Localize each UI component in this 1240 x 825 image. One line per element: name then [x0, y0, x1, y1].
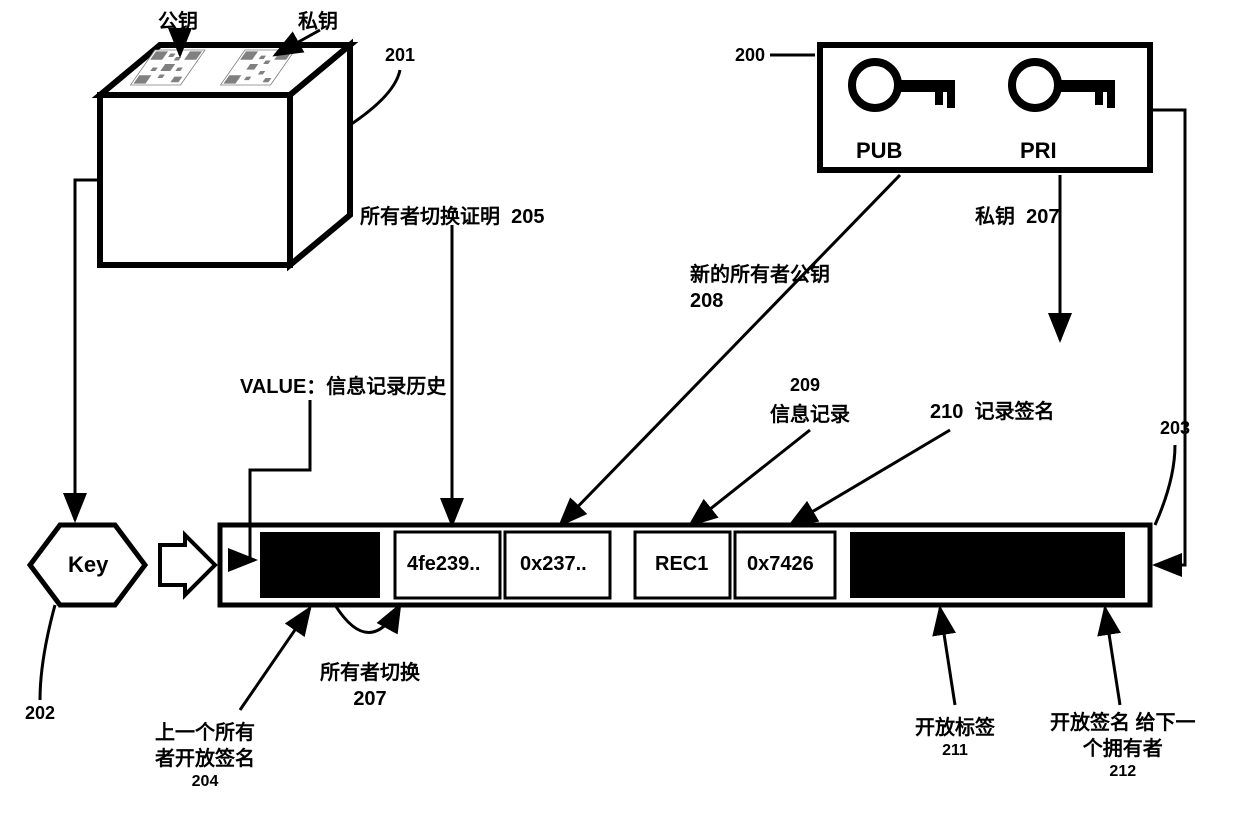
ref-202: 202 — [25, 703, 55, 724]
label-pubkey: 公钥 — [158, 5, 198, 34]
ref-209: 209 — [790, 375, 820, 396]
cube-201 — [100, 45, 350, 265]
chevron-arrow — [160, 535, 215, 595]
label-open-tag: 开放标签 211 — [915, 715, 995, 762]
label-value: VALUE：信息记录历史 — [240, 370, 446, 399]
pri-text: PRI — [1020, 138, 1057, 164]
label-info-record: 信息记录 — [770, 398, 850, 427]
label-private-key-207: 私钥 207 — [975, 200, 1060, 229]
key-text: Key — [68, 552, 108, 578]
cell-0x237: 0x237.. — [520, 553, 587, 576]
pub-text: PUB — [856, 138, 902, 164]
label-new-owner-pubkey: 新的所有者公钥 208 — [690, 262, 830, 314]
label-owner-switch: 所有者切换 207 — [320, 660, 420, 712]
cell-0x7426: 0x7426 — [747, 553, 814, 576]
label-prikey: 私钥 — [298, 5, 338, 34]
ref-201: 201 — [385, 45, 415, 66]
label-record-signature: 210 记录签名 — [930, 395, 1055, 424]
ref-203: 203 — [1160, 418, 1190, 439]
label-open-sig-next: 开放签名 给下一 个拥有者 212 — [1050, 710, 1196, 783]
cell-rec1: REC1 — [655, 553, 708, 576]
label-prev-owner: 上一个所有 者开放签名 204 — [155, 720, 255, 793]
label-owner-switch-proof: 所有者切换证明 205 — [360, 200, 545, 229]
ref-200: 200 — [735, 45, 765, 66]
cell-4fe239: 4fe239.. — [407, 553, 480, 576]
